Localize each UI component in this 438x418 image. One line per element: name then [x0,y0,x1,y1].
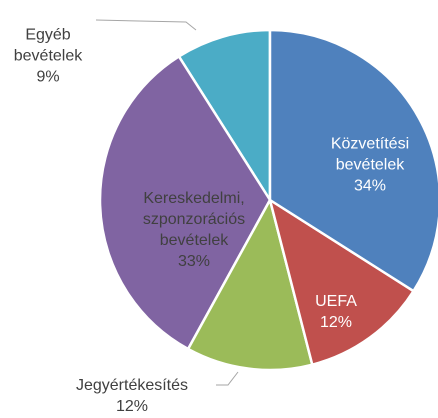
value-label: 12% [319,314,353,331]
category-label: Jegyértékesítés [75,377,189,394]
slice-label: Egyéb bevételek 9% [3,25,93,88]
slice-label: Jegyértékesítés 12% [47,375,217,417]
value-label: 33% [177,253,211,270]
slice-label: Közvetítési bevételek 34% [310,134,430,197]
slice-label: UEFA 12% [296,291,376,333]
category-label: Kereskedelmi, szponzorációs bevételek [142,190,246,249]
pie-slice [186,196,314,372]
value-label: 12% [115,398,149,415]
slice-label: Kereskedelmi, szponzorációs bevételek 33% [127,188,262,272]
category-label: Közvetítési bevételek [330,135,410,174]
pie-slice [268,28,438,293]
value-label: 34% [353,177,387,195]
leader-line [95,19,197,31]
pie-slice [268,197,416,367]
value-label: 9% [36,68,60,86]
category-label: UEFA [315,293,357,310]
leader-line [216,371,239,386]
pie-slice [177,28,272,205]
category-label: Egyéb bevételek [13,26,83,65]
